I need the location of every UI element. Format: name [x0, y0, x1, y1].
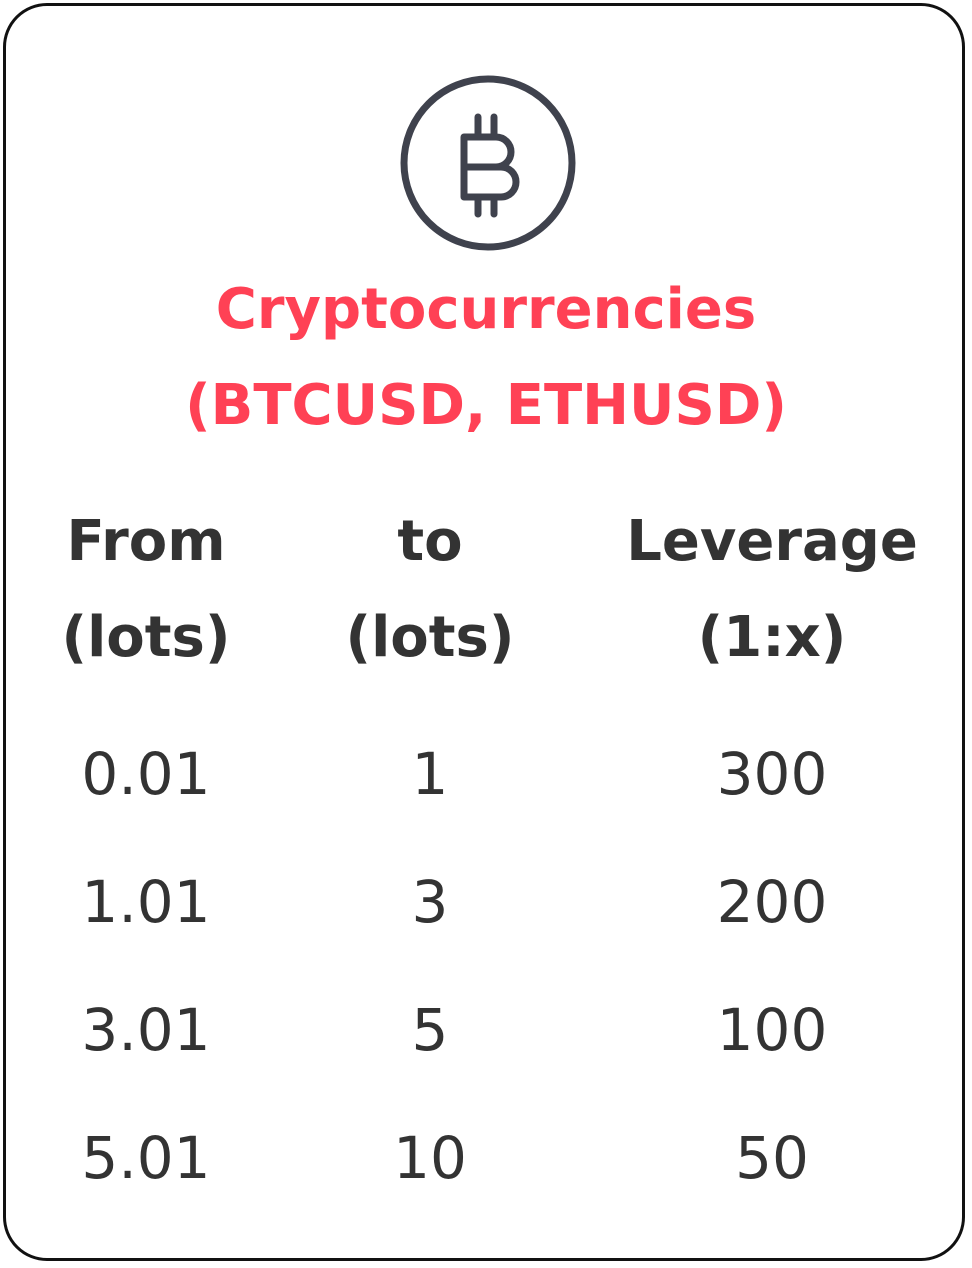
header-to-unit: (lots)	[345, 605, 515, 670]
header-leverage: Leverage	[626, 509, 918, 574]
cell-to-row-1: 1	[411, 740, 449, 808]
bitcoin-icon	[399, 74, 577, 252]
header-from-unit: (lots)	[61, 605, 231, 670]
leverage-card	[3, 3, 965, 1261]
cell-to-row-2: 3	[411, 868, 449, 936]
header-leverage-unit: (1:x)	[697, 605, 847, 670]
cell-from-row-4: 5.01	[81, 1124, 211, 1192]
cell-to-row-3: 5	[411, 996, 449, 1064]
cell-leverage-row-1: 300	[716, 740, 828, 808]
cell-from-row-1: 0.01	[81, 740, 211, 808]
cell-leverage-row-2: 200	[716, 868, 828, 936]
cell-to-row-4: 10	[393, 1124, 467, 1192]
cell-from-row-2: 1.01	[81, 868, 211, 936]
cell-leverage-row-3: 100	[716, 996, 828, 1064]
header-to: to	[397, 509, 463, 574]
header-from: From	[66, 509, 226, 574]
title-line-1: Cryptocurrencies	[215, 277, 757, 342]
cell-from-row-3: 3.01	[81, 996, 211, 1064]
cell-leverage-row-4: 50	[735, 1124, 809, 1192]
title-line-2: (BTCUSD, ETHUSD)	[185, 373, 787, 438]
